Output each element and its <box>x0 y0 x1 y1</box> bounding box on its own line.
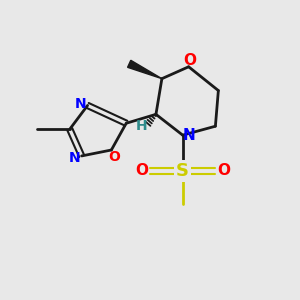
Text: H: H <box>136 119 148 133</box>
Text: O: O <box>183 53 196 68</box>
Polygon shape <box>128 60 162 79</box>
Text: N: N <box>74 97 86 111</box>
Text: O: O <box>135 163 148 178</box>
Text: O: O <box>108 150 120 164</box>
Text: N: N <box>183 128 196 142</box>
Text: S: S <box>176 162 189 180</box>
Text: N: N <box>68 151 80 165</box>
Text: O: O <box>217 163 230 178</box>
